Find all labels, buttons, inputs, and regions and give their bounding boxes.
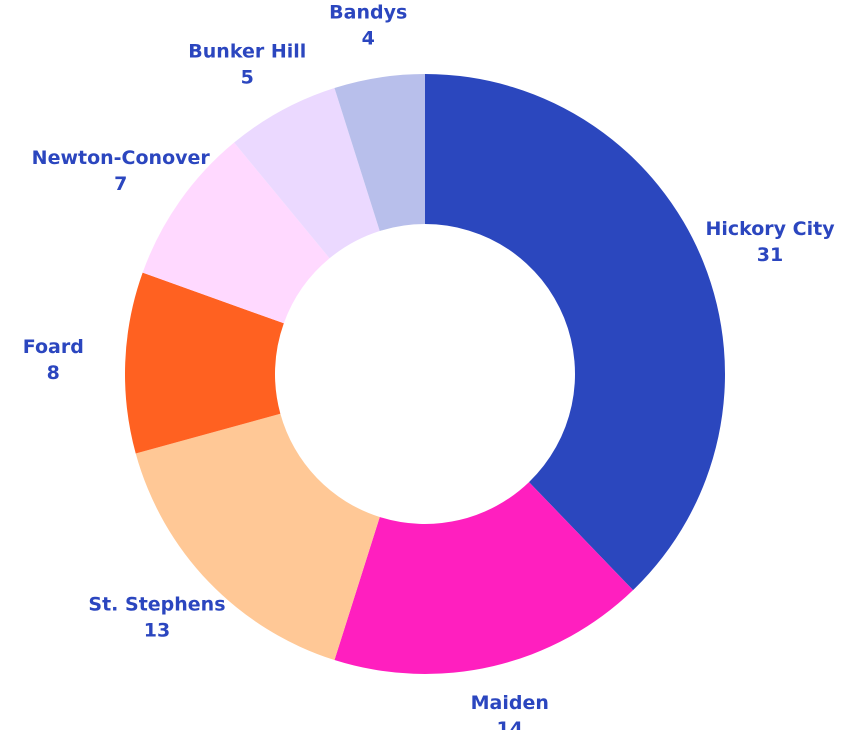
slice-label: Foard xyxy=(23,336,84,358)
donut-slice xyxy=(234,87,380,259)
slice-label: Bandys xyxy=(329,2,407,24)
slice-label: Maiden xyxy=(471,692,549,714)
slice-value: 31 xyxy=(757,244,783,266)
donut-slice xyxy=(334,482,634,674)
slice-value: 14 xyxy=(497,718,523,730)
slice-value: 7 xyxy=(114,173,127,195)
slice-value: 5 xyxy=(241,66,254,88)
slice-label: Bunker Hill xyxy=(188,40,306,62)
donut-slice xyxy=(142,142,330,324)
donut-slice xyxy=(425,74,725,591)
slice-value: 4 xyxy=(362,28,375,50)
slice-label: Newton-Conover xyxy=(32,147,211,169)
slice-label: Hickory City xyxy=(705,218,835,240)
slice-value: 13 xyxy=(144,620,170,642)
donut-slice xyxy=(124,272,284,454)
slice-value: 8 xyxy=(47,362,60,384)
donut-slice xyxy=(334,74,425,231)
slice-label: St. Stephens xyxy=(88,594,225,616)
donut-slice xyxy=(135,413,380,661)
